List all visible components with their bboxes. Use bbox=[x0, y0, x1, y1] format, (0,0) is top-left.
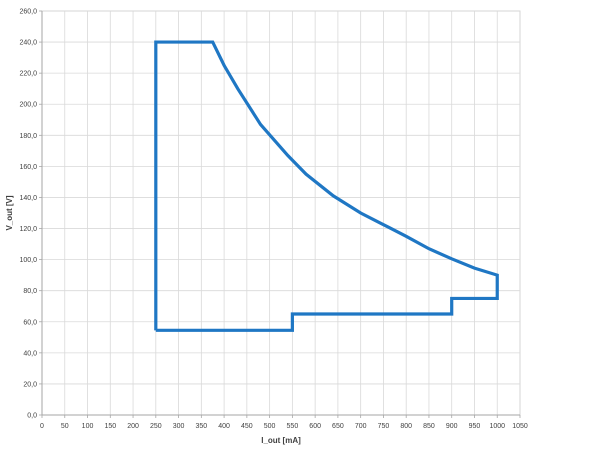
x-tick-label: 500 bbox=[264, 423, 276, 430]
x-axis-ticks: 0 50 100 150 200 250 300 350 400 450 500 550 600 650 7… bbox=[40, 415, 528, 430]
x-tick-label: 450 bbox=[241, 423, 253, 430]
y-tick-label: 200,0 bbox=[19, 102, 37, 109]
grid bbox=[41, 10, 521, 416]
x-tick-label: 150 bbox=[104, 423, 116, 430]
y-axis-title: V_out [V] bbox=[5, 195, 14, 230]
y-tick-label: 220,0 bbox=[19, 71, 37, 78]
x-tick-label: 250 bbox=[150, 423, 162, 430]
x-tick-label: 900 bbox=[446, 423, 458, 430]
y-tick-label: 20,0 bbox=[23, 381, 37, 388]
y-tick-label: 140,0 bbox=[19, 195, 37, 202]
x-tick-label: 350 bbox=[195, 423, 207, 430]
x-tick-label: 800 bbox=[400, 423, 412, 430]
plot-area-border bbox=[41, 10, 521, 416]
y-tick-label: 60,0 bbox=[23, 319, 37, 326]
y-tick-label: 40,0 bbox=[23, 350, 37, 357]
x-tick-label: 50 bbox=[61, 423, 69, 430]
x-tick-label: 300 bbox=[173, 423, 185, 430]
series bbox=[154, 40, 499, 332]
x-tick-label: 550 bbox=[287, 423, 299, 430]
y-tick-label: 0,0 bbox=[27, 413, 37, 420]
x-tick-label: 850 bbox=[423, 423, 435, 430]
x-tick-label: 600 bbox=[309, 423, 321, 430]
x-tick-label: 750 bbox=[378, 423, 390, 430]
x-tick-label: 1000 bbox=[489, 423, 505, 430]
x-tick-label: 200 bbox=[127, 423, 139, 430]
y-tick-label: 100,0 bbox=[19, 257, 37, 264]
x-tick-label: 0 bbox=[40, 423, 44, 430]
x-tick-label: 1050 bbox=[512, 423, 528, 430]
y-tick-label: 180,0 bbox=[19, 133, 37, 140]
y-tick-label: 120,0 bbox=[19, 226, 37, 233]
y-axis-ticks: 0,0 20,0 40,0 60,0 80,0 100,0 120,0 140,0 160,0 1… bbox=[19, 9, 42, 420]
series-line bbox=[154, 40, 499, 332]
axes bbox=[41, 11, 520, 416]
y-tick-label: 80,0 bbox=[23, 288, 37, 295]
x-tick-label: 950 bbox=[469, 423, 481, 430]
x-tick-label: 400 bbox=[218, 423, 230, 430]
x-tick-label: 700 bbox=[355, 423, 367, 430]
y-tick-label: 240,0 bbox=[19, 40, 37, 47]
y-tick-label: 160,0 bbox=[19, 164, 37, 171]
x-axis-title: I_out [mA] bbox=[261, 436, 301, 445]
y-tick-label: 260,0 bbox=[19, 9, 37, 16]
x-tick-label: 100 bbox=[82, 423, 94, 430]
x-tick-label: 650 bbox=[332, 423, 344, 430]
